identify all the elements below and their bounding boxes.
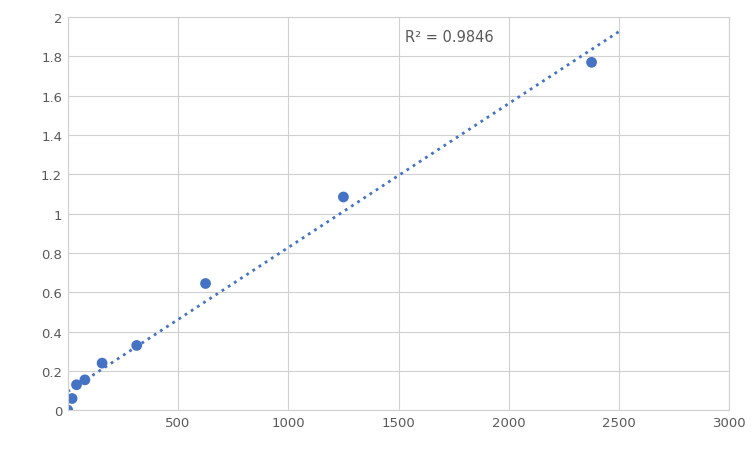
- Point: [71, 381, 83, 388]
- Point: [96, 360, 108, 367]
- Point: [131, 342, 143, 349]
- Point: [199, 280, 211, 287]
- Text: R² = 0.9846: R² = 0.9846: [405, 30, 494, 45]
- Point: [79, 377, 91, 384]
- Point: [338, 194, 350, 201]
- Point: [586, 60, 598, 67]
- Point: [62, 406, 74, 414]
- Point: [66, 395, 78, 402]
